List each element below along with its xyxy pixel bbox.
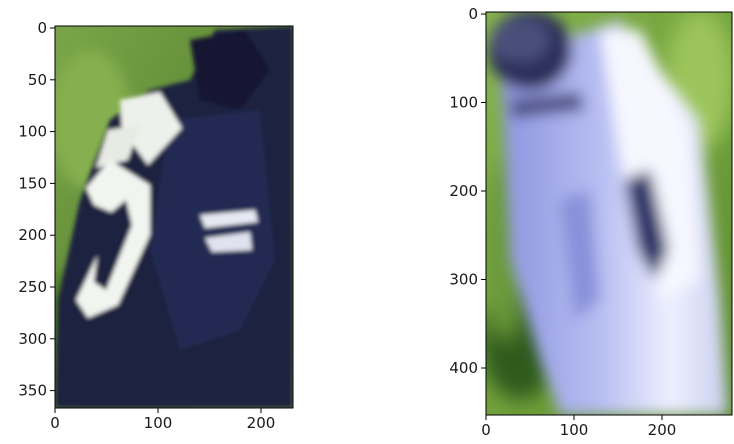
x-tick-label: 100 xyxy=(560,421,589,439)
x-tick-label: 0 xyxy=(50,414,60,432)
x-tick-label: 100 xyxy=(144,414,173,432)
left-axis-ticks: 0 100 200 0 50 100 150 200 250 300 350 xyxy=(18,19,275,432)
y-tick-label: 200 xyxy=(18,226,47,244)
y-tick-label: 100 xyxy=(18,123,47,141)
right-image xyxy=(486,12,732,415)
y-tick-label: 300 xyxy=(18,330,47,348)
x-tick-label: 0 xyxy=(481,421,491,439)
y-tick-label: 50 xyxy=(28,71,47,89)
y-tick-label: 100 xyxy=(449,94,478,112)
right-axis-ticks: 0 100 200 0 100 200 300 400 xyxy=(449,5,676,439)
y-tick-label: 0 xyxy=(37,19,47,37)
left-axes-frame xyxy=(54,25,294,409)
left-image xyxy=(55,26,293,408)
x-tick-label: 200 xyxy=(648,421,677,439)
y-tick-label: 250 xyxy=(18,278,47,296)
y-tick-label: 350 xyxy=(18,382,47,400)
y-tick-label: 150 xyxy=(18,174,47,192)
y-tick-label: 300 xyxy=(449,271,478,289)
y-tick-label: 400 xyxy=(449,359,478,377)
x-tick-label: 200 xyxy=(247,414,276,432)
y-tick-label: 0 xyxy=(468,5,478,23)
y-tick-label: 200 xyxy=(449,182,478,200)
right-axes-frame xyxy=(485,11,733,416)
